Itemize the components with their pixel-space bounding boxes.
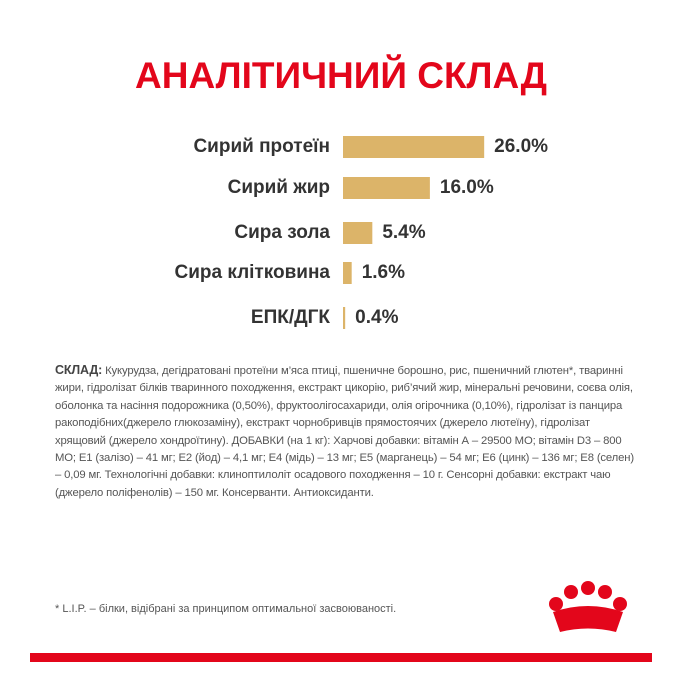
bar [343, 177, 430, 199]
bar [343, 136, 485, 158]
category-label: Сира клітковина [174, 262, 330, 283]
bar [343, 262, 352, 284]
composition-label: СКЛАД: [55, 363, 103, 377]
value-label: 1.6% [362, 262, 405, 283]
value-label: 5.4% [382, 222, 425, 243]
footnote: * L.I.P. – білки, відібрані за принципом… [55, 603, 397, 615]
composition-text: Кукурудза, дегідратовані протеїни м’яса … [55, 365, 634, 499]
chart-title: АНАЛІТИЧНИЙ СКЛАД [135, 54, 547, 96]
bar [343, 222, 373, 244]
category-label: Сира зола [234, 222, 330, 243]
category-label: Сирий жир [228, 177, 330, 198]
logo [549, 581, 627, 632]
bottom-band [30, 653, 652, 662]
category-label: Сирий протеїн [193, 136, 330, 157]
value-label: 26.0% [494, 136, 548, 157]
composition: СКЛАД: Кукурудза, дегідратовані протеїни… [55, 362, 637, 502]
value-label: 0.4% [355, 307, 398, 328]
bar [343, 307, 346, 329]
category-label: ЕПК/ДГК [251, 307, 331, 328]
value-label: 16.0% [440, 177, 494, 198]
